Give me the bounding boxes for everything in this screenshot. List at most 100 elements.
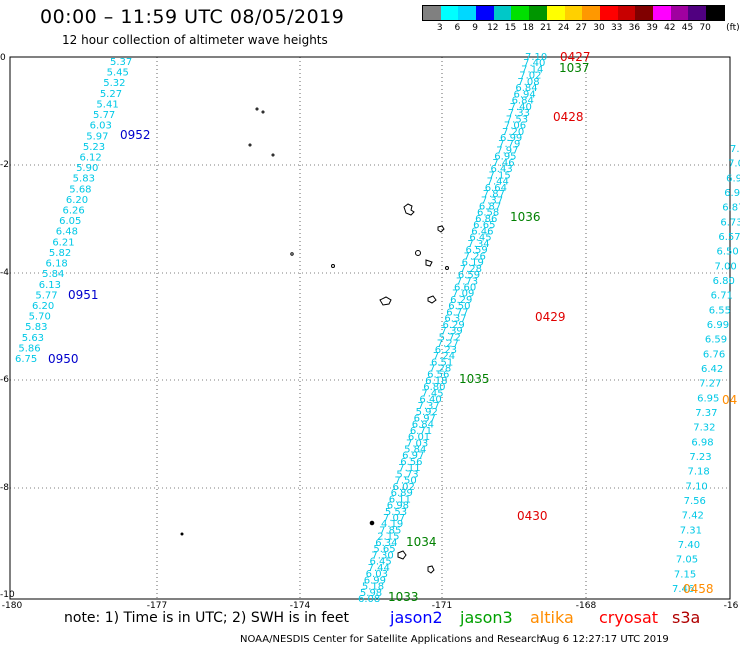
mission-jason2: jason2 xyxy=(390,608,443,627)
time-label: 1033 xyxy=(388,590,419,604)
legend-swatch xyxy=(546,6,565,20)
track-a-value: 5.77 xyxy=(35,290,57,301)
track-b-value: 6.95 xyxy=(494,152,516,163)
track-b-value: 7.28 xyxy=(460,264,482,275)
track-b-value: 6.43 xyxy=(490,164,512,175)
track-b-value: 6.46 xyxy=(471,226,493,237)
track-b-value: 6.56 xyxy=(427,370,449,381)
track-b-value: 5.18 xyxy=(362,582,384,593)
legend-swatch xyxy=(511,6,530,20)
track-b-value: 7.11 xyxy=(398,463,420,474)
track-c-value: 7.10 xyxy=(686,481,708,492)
track-c-value: 6.73 xyxy=(720,217,740,228)
track-b-value: 7.87 xyxy=(483,189,505,200)
y-label-4: -8 xyxy=(0,483,9,493)
y-label-2: -4 xyxy=(0,268,9,278)
track-b-value: 7.37 xyxy=(481,195,503,206)
track-b-value: 5.73 xyxy=(396,469,418,480)
legend-swatch xyxy=(440,6,459,20)
legend-swatches xyxy=(422,5,725,21)
track-b-value: 6.60 xyxy=(454,283,476,294)
time-label: 0951 xyxy=(68,288,99,302)
mission-jason3: jason3 xyxy=(460,608,513,627)
track-c-value: 7.32 xyxy=(693,423,715,434)
track-b-value: 7.73 xyxy=(456,276,478,287)
track-b-value: 7.06 xyxy=(504,121,526,132)
track-b-value: 6.03 xyxy=(366,569,388,580)
track-b-value: 7.14 xyxy=(521,64,543,75)
legend-swatch xyxy=(493,6,512,20)
track-b-value: 5.65 xyxy=(373,544,395,555)
x-label-5: -16 xyxy=(723,601,739,611)
mission-s3a: s3a xyxy=(672,608,701,627)
track-b-value: 5.53 xyxy=(385,507,407,518)
x-label-0: -180 xyxy=(1,601,23,611)
track-b-value: 6.59 xyxy=(458,270,480,281)
track-a-value: 5.32 xyxy=(103,78,125,89)
legend-label: 12 xyxy=(487,23,499,33)
track-b-value: 6.94 xyxy=(513,89,535,100)
track-b-value: 6.08 xyxy=(358,594,380,605)
time-label: 1037 xyxy=(559,61,590,75)
track-a-value: 6.20 xyxy=(66,195,88,206)
track-b-value: 7.07 xyxy=(383,513,405,524)
track-b-value: 6.51 xyxy=(431,357,453,368)
legend-swatch xyxy=(529,6,547,20)
legend-swatch xyxy=(635,6,653,20)
y-label-1: -2 xyxy=(0,160,9,170)
legend-swatch xyxy=(599,6,618,20)
legend-label: 33 xyxy=(610,23,623,33)
track-a-value: 5.97 xyxy=(86,131,108,142)
track-b-value: 7.10 xyxy=(525,52,547,63)
legend-swatch xyxy=(564,6,583,20)
x-label-4: -168 xyxy=(575,601,597,611)
time-label: 0458 xyxy=(683,582,714,596)
track-b-value: 7.50 xyxy=(394,476,416,487)
track-c-value: 6.95 xyxy=(697,393,719,404)
track-c-value: 7.15 xyxy=(674,569,696,580)
track-c-value: 6.80 xyxy=(713,276,735,287)
credit-line: NOAA/NESDIS Center for Satellite Applica… xyxy=(240,634,543,645)
x-label-1: -177 xyxy=(146,601,168,611)
legend-label: 6 xyxy=(454,23,461,33)
track-b-value: 6.19 xyxy=(462,258,484,269)
track-b-value: 6.84 xyxy=(512,96,534,107)
track-b-value: 6.18 xyxy=(425,376,447,387)
map-title: 00:00 – 11:59 UTC 08/05/2019 xyxy=(40,6,345,28)
track-b-value: 7.46 xyxy=(492,158,514,169)
track-b-value: 7.85 xyxy=(379,525,401,536)
track-b-value: 6.45 xyxy=(469,233,491,244)
track-c-value: 6.50 xyxy=(716,247,738,258)
track-c-value: 7.42 xyxy=(682,511,704,522)
track-c-value: 7.18 xyxy=(687,467,709,478)
legend-swatch xyxy=(458,6,477,20)
legend-swatch xyxy=(423,6,441,20)
legend-swatch xyxy=(617,6,636,20)
track-c-value: 7.31 xyxy=(680,525,702,536)
track-b-value: 7.03 xyxy=(406,438,428,449)
track-b-value: 7.27 xyxy=(437,339,459,350)
track-c-value: 7.0 xyxy=(728,159,740,170)
track-b-value: 6.84 xyxy=(412,420,434,431)
legend-swatch xyxy=(476,6,494,20)
legend-label: 9 xyxy=(472,23,478,33)
legend-labels: 3 6 9 12 15 18 21 24 27 30 33 36 39 42 45 70 (ft) xyxy=(422,21,740,33)
track-c-value: 7.46 xyxy=(672,584,694,595)
track-b-value: 7.24 xyxy=(433,351,455,362)
time-label: 1036 xyxy=(510,210,541,224)
track-b-value: 6.45 xyxy=(370,557,392,568)
time-label: 0430 xyxy=(517,509,548,523)
track-a-value: 6.75 xyxy=(15,354,37,365)
track-a-value: 5.83 xyxy=(73,174,95,185)
legend-label: 24 xyxy=(557,23,570,33)
x-label-3: -171 xyxy=(431,601,453,611)
track-a-value: 6.20 xyxy=(32,301,54,312)
track-a-value: 5.83 xyxy=(25,322,47,333)
legend-label: 39 xyxy=(646,23,658,33)
track-b-value: 7.09 xyxy=(452,289,474,300)
track-b-value: 6.50 xyxy=(448,301,470,312)
track-b-value: 7.44 xyxy=(368,563,390,574)
legend-label: 42 xyxy=(664,23,676,33)
track-a-value: 5.63 xyxy=(22,333,44,344)
track-b-value: 6.11 xyxy=(389,494,411,505)
